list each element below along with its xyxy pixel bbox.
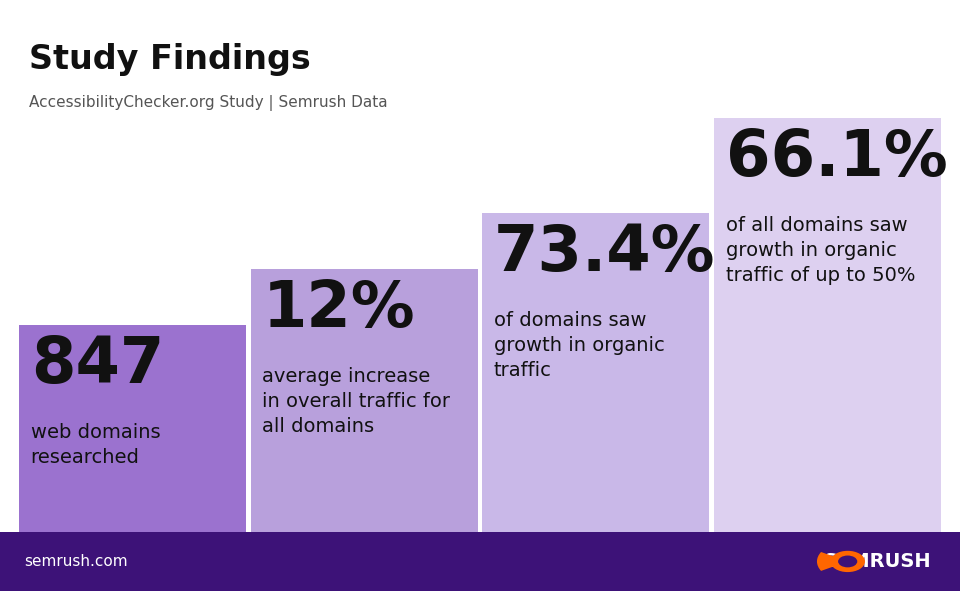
Bar	[19, 325, 246, 532]
Text: AccessibilityChecker.org Study | Semrush Data: AccessibilityChecker.org Study | Semrush…	[29, 95, 388, 112]
Text: 73.4%: 73.4%	[493, 222, 715, 284]
Text: of domains saw
growth in organic
traffic: of domains saw growth in organic traffic	[493, 311, 664, 380]
Text: of all domains saw
growth in organic
traffic of up to 50%: of all domains saw growth in organic tra…	[726, 216, 915, 285]
Text: web domains
researched: web domains researched	[31, 423, 160, 467]
Bar	[482, 213, 709, 532]
Text: average increase
in overall traffic for
all domains: average increase in overall traffic for …	[262, 367, 450, 436]
Wedge shape	[817, 552, 836, 571]
Circle shape	[838, 556, 857, 567]
Text: 847: 847	[31, 334, 164, 396]
Bar	[0, 532, 960, 591]
Text: SEMRUSH: SEMRUSH	[824, 552, 931, 571]
Bar	[714, 118, 941, 532]
Text: semrush.com: semrush.com	[24, 554, 128, 569]
Bar	[251, 269, 477, 532]
Text: 12%: 12%	[262, 278, 415, 340]
Circle shape	[830, 551, 865, 572]
Text: Study Findings: Study Findings	[29, 43, 310, 76]
Text: 66.1%: 66.1%	[726, 127, 948, 189]
